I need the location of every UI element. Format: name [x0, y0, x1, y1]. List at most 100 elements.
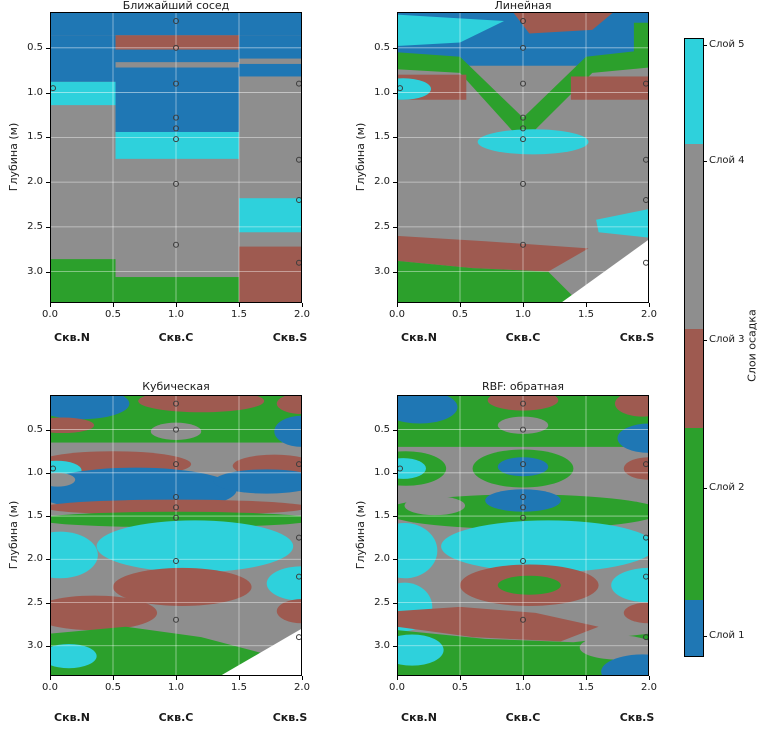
- x-tick-mark: [523, 676, 524, 680]
- x-tick-label: 1.5: [578, 309, 594, 320]
- x-tick-label: 2.0: [641, 682, 657, 693]
- y-tick-mark: [46, 271, 50, 273]
- x-tick-label: 1.0: [168, 309, 184, 320]
- x-tick-mark: [113, 303, 114, 307]
- x-tick-label: 0.5: [105, 309, 121, 320]
- y-tick-label: 2.5: [27, 596, 43, 608]
- y-tick-label: 2.5: [374, 596, 390, 608]
- x-tick-mark: [50, 303, 51, 307]
- x-tick-mark: [239, 676, 240, 680]
- well-label-c: Скв.C: [158, 711, 194, 724]
- y-tick-label: 1.5: [374, 510, 390, 522]
- well-label-s: Скв.S: [272, 711, 308, 724]
- plot-area-linear: [397, 12, 649, 303]
- y-tick-label: 3.0: [374, 265, 390, 277]
- x-tick-label: 0.5: [452, 309, 468, 320]
- x-tick-mark: [649, 676, 650, 680]
- y-axis-label: Глубина (м): [7, 122, 20, 192]
- y-tick-label: 0.5: [374, 423, 390, 435]
- x-tick-mark: [460, 303, 461, 307]
- well-label-c: Скв.C: [505, 711, 541, 724]
- y-tick-label: 3.0: [27, 639, 43, 651]
- x-tick-mark: [649, 303, 650, 307]
- well-label-n: Скв.N: [54, 331, 90, 344]
- y-tick-label: 1.0: [27, 466, 43, 478]
- well-label-n: Скв.N: [54, 711, 90, 724]
- x-tick-label: 1.5: [231, 682, 247, 693]
- well-label-c: Скв.C: [158, 331, 194, 344]
- y-tick-label: 3.0: [27, 265, 43, 277]
- x-tick-label: 2.0: [294, 682, 310, 693]
- colorbar-title: Слои осадка: [745, 309, 759, 382]
- colorbar-tick-mark: [703, 636, 707, 637]
- y-tick-label: 2.0: [27, 553, 43, 565]
- x-tick-label: 2.0: [641, 309, 657, 320]
- y-tick-label: 1.0: [374, 466, 390, 478]
- subplot-title-linear: Линейная: [494, 0, 552, 12]
- x-tick-mark: [50, 676, 51, 680]
- y-tick-mark: [393, 472, 397, 474]
- legend-label-layer-2: Слой 2: [709, 482, 745, 493]
- x-tick-label: 0.5: [105, 682, 121, 693]
- y-tick-mark: [393, 429, 397, 431]
- legend-label-layer-4: Слой 4: [709, 155, 745, 166]
- x-tick-label: 1.0: [515, 309, 531, 320]
- x-tick-label: 1.0: [168, 682, 184, 693]
- x-tick-mark: [176, 676, 177, 680]
- x-tick-label: 0.0: [42, 309, 58, 320]
- y-tick-mark: [46, 559, 50, 561]
- colorbar-segment-4: [685, 143, 703, 329]
- x-tick-label: 0.0: [42, 682, 58, 693]
- colorbar-tick-mark: [703, 488, 707, 489]
- legend-label-layer-3: Слой 3: [709, 334, 745, 345]
- well-label-s: Скв.S: [619, 711, 655, 724]
- y-tick-label: 2.5: [374, 220, 390, 232]
- y-tick-mark: [393, 645, 397, 647]
- x-tick-label: 0.0: [389, 682, 405, 693]
- y-tick-mark: [46, 137, 50, 139]
- y-tick-label: 2.0: [374, 176, 390, 188]
- x-tick-label: 1.5: [231, 309, 247, 320]
- x-tick-mark: [302, 676, 303, 680]
- y-axis-label: Глубина (м): [7, 500, 20, 570]
- y-tick-mark: [393, 516, 397, 518]
- subplot-title-cubic: Кубическая: [142, 380, 210, 393]
- x-tick-mark: [523, 303, 524, 307]
- y-tick-mark: [393, 559, 397, 561]
- x-tick-label: 1.0: [515, 682, 531, 693]
- y-tick-label: 1.0: [374, 86, 390, 98]
- plot-area-nearest: [50, 12, 302, 303]
- x-tick-mark: [113, 676, 114, 680]
- x-tick-label: 0.0: [389, 309, 405, 320]
- x-tick-mark: [397, 676, 398, 680]
- y-tick-mark: [46, 516, 50, 518]
- subplot-title-rbf: RBF: обратная: [481, 380, 565, 393]
- y-tick-label: 0.5: [27, 41, 43, 53]
- well-label-c: Скв.C: [505, 331, 541, 344]
- y-tick-mark: [393, 47, 397, 49]
- y-tick-mark: [393, 92, 397, 94]
- colorbar-segment-3: [685, 328, 703, 428]
- x-tick-mark: [397, 303, 398, 307]
- x-tick-label: 1.5: [578, 682, 594, 693]
- well-label-n: Скв.N: [401, 331, 437, 344]
- y-tick-mark: [46, 602, 50, 604]
- x-tick-mark: [586, 676, 587, 680]
- x-tick-mark: [460, 676, 461, 680]
- y-tick-label: 1.0: [27, 86, 43, 98]
- y-tick-label: 1.5: [27, 131, 43, 143]
- colorbar-tick-mark: [703, 340, 707, 341]
- well-label-n: Скв.N: [401, 711, 437, 724]
- y-tick-label: 3.0: [374, 639, 390, 651]
- colorbar-tick-mark: [703, 161, 707, 162]
- colorbar-tick-mark: [703, 45, 707, 46]
- y-tick-label: 1.5: [374, 131, 390, 143]
- colorbar-segment-1: [685, 600, 703, 656]
- y-axis-label: Глубина (м): [354, 122, 367, 192]
- y-tick-label: 0.5: [27, 423, 43, 435]
- x-tick-mark: [302, 303, 303, 307]
- y-tick-label: 2.5: [27, 220, 43, 232]
- y-tick-mark: [46, 92, 50, 94]
- subplot-title-nearest: Ближайший сосед: [122, 0, 230, 12]
